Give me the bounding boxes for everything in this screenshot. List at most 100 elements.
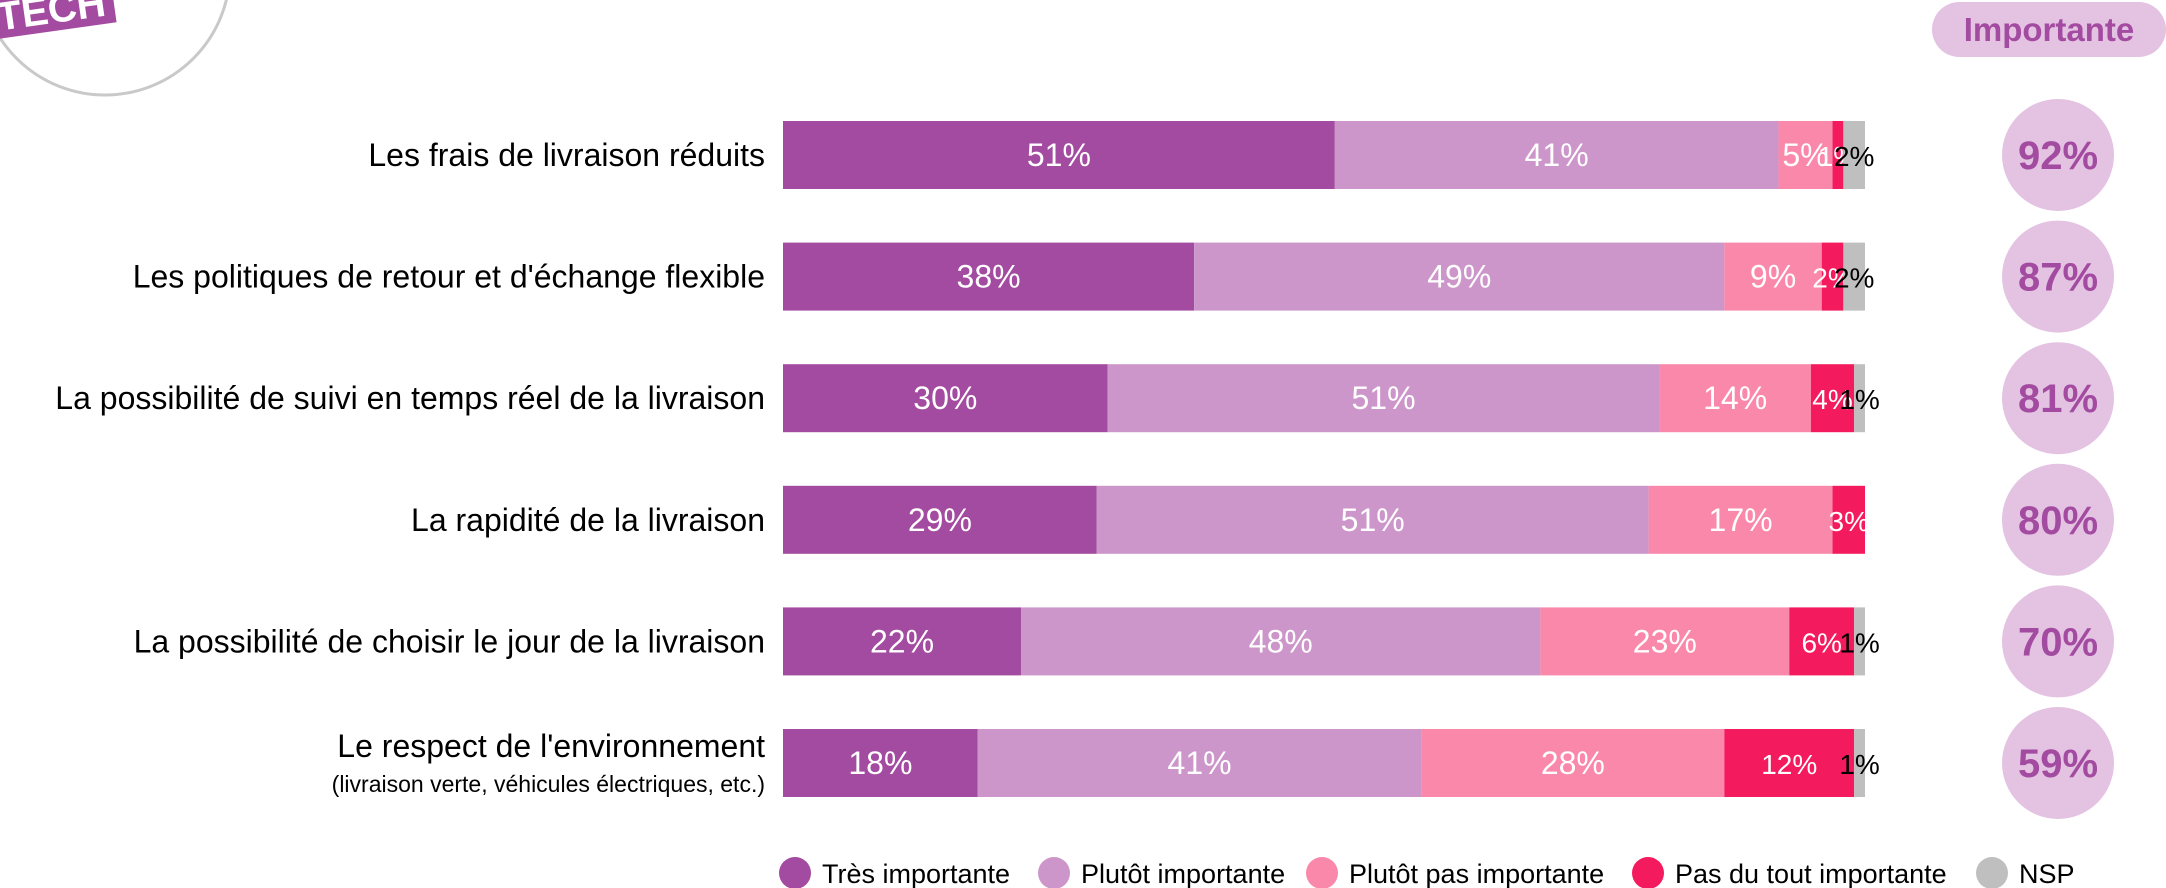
importante-total-label: 81%	[2018, 377, 2098, 421]
category-label: Le respect de l'environnement	[337, 728, 765, 764]
bar-segment	[1843, 242, 1865, 311]
category-label: La possibilité de choisir le jour de la …	[134, 623, 765, 659]
importante-header-label: Importante	[1963, 10, 2135, 48]
segment-label: 48%	[1249, 623, 1313, 659]
importante-total-label: 59%	[2018, 742, 2098, 786]
segment-label: 2%	[1834, 141, 1874, 172]
bar-segment	[1194, 242, 1725, 311]
legend-item: Pas du tout importante	[1632, 857, 1947, 888]
bar-segment	[783, 121, 1335, 189]
segment-label: 5%	[1782, 137, 1828, 173]
bar-segment	[1832, 121, 1844, 189]
legend-item: Plutôt pas importante	[1306, 857, 1604, 888]
bar-segment	[1659, 364, 1811, 433]
bar-segment	[783, 485, 1097, 554]
segment-label: 9%	[1750, 259, 1796, 295]
segment-label: 51%	[1351, 380, 1415, 416]
bar-segment	[783, 729, 978, 797]
bar-segment	[1334, 121, 1779, 189]
bar-segment	[1724, 729, 1855, 797]
bar-segment	[1021, 607, 1541, 676]
logo: TECH	[0, 0, 240, 150]
bar-segment	[1832, 485, 1865, 554]
importante-total-circle	[2002, 707, 2114, 819]
segment-label: 28%	[1541, 745, 1605, 781]
legend-item: Très importante	[779, 857, 1010, 888]
bar-segment	[1096, 485, 1649, 554]
bar-row: Les politiques de retour et d'échange fl…	[133, 220, 2114, 333]
legend-swatch	[1038, 857, 1070, 888]
legend-label: NSP	[2019, 859, 2075, 888]
segment-label: 14%	[1703, 380, 1767, 416]
bar-row: La possibilité de choisir le jour de la …	[134, 585, 2114, 698]
legend-swatch	[779, 857, 811, 888]
segment-label: 51%	[1027, 137, 1091, 173]
legend-swatch	[1632, 857, 1664, 888]
segment-label: 4%	[1812, 384, 1852, 415]
category-sublabel: (livraison verte, véhicules électriques,…	[332, 771, 765, 797]
segment-label: 3%	[1829, 506, 1869, 537]
segment-label: 18%	[848, 745, 912, 781]
category-label: Les politiques de retour et d'échange fl…	[133, 259, 765, 295]
segment-label: 29%	[908, 502, 972, 538]
importante-total-label: 87%	[2018, 256, 2098, 300]
legend-label: Plutôt importante	[1081, 859, 1285, 888]
segment-label: 41%	[1168, 745, 1232, 781]
importante-total-circle	[2002, 220, 2114, 333]
segment-label: 2%	[1834, 263, 1874, 294]
logo-badge	[0, 0, 117, 40]
bar-segment	[783, 607, 1022, 676]
bar-row: Les frais de livraison réduits 51% 41% 5%1%…	[368, 99, 2114, 211]
bar-row: La rapidité de la livraison 29% 51% 17% 3% 80…	[411, 463, 2114, 576]
category-label: La possibilité de suivi en temps réel de…	[55, 380, 765, 416]
segment-label: 49%	[1427, 259, 1491, 295]
segment-label: 51%	[1341, 502, 1405, 538]
bar-segment	[1648, 485, 1833, 554]
category-label: La rapidité de la livraison	[411, 502, 765, 538]
bar-segment	[1854, 364, 1865, 433]
bar-segment	[1810, 364, 1855, 433]
segment-label: 30%	[913, 380, 977, 416]
bar-segment	[1421, 729, 1725, 797]
segment-label: 38%	[957, 259, 1021, 295]
importante-total-circle	[2002, 99, 2114, 211]
importante-header: Importante	[1932, 2, 2166, 57]
legend-label: Pas du tout importante	[1675, 859, 1947, 888]
segment-label: 6%	[1801, 627, 1841, 658]
legend: Très importante Plutôt importante Plutôt p…	[779, 857, 2075, 888]
segment-label: 17%	[1709, 502, 1773, 538]
bar-segment	[1843, 121, 1865, 189]
bar-segment	[1821, 242, 1844, 311]
legend-item: Plutôt importante	[1038, 857, 1285, 888]
bar-segment	[977, 729, 1422, 797]
bar-segment	[1107, 364, 1660, 433]
importante-total-label: 70%	[2018, 620, 2098, 664]
bar-segment	[1789, 607, 1855, 676]
bar-segment	[783, 242, 1195, 311]
legend-swatch	[1976, 857, 2008, 888]
category-label: Les frais de livraison réduits	[368, 137, 765, 173]
segment-label: 12%	[1761, 749, 1817, 780]
segment-label: 41%	[1525, 137, 1589, 173]
bar-segment	[1778, 121, 1833, 189]
bar-segment	[1724, 242, 1822, 311]
segment-label: 1%	[1839, 627, 1879, 658]
bar-segment	[1854, 729, 1865, 797]
bar-segment	[1540, 607, 1790, 676]
bar-segment	[1854, 607, 1865, 676]
segment-label: 1%	[1839, 384, 1879, 415]
importante-total-circle	[2002, 342, 2114, 455]
importante-total-circle	[2002, 585, 2114, 698]
legend-item: NSP	[1976, 857, 2075, 888]
segment-label: 1%	[1839, 749, 1879, 780]
segment-label: 23%	[1633, 623, 1697, 659]
segment-label: 22%	[870, 623, 934, 659]
bar-row: La possibilité de suivi en temps réel de…	[55, 342, 2114, 455]
importante-total-label: 80%	[2018, 499, 2098, 543]
legend-label: Très importante	[822, 859, 1010, 888]
bar-row: Le respect de l'environnement (livraison …	[332, 707, 2114, 819]
legend-label: Plutôt pas importante	[1349, 859, 1604, 888]
bar-segment	[783, 364, 1108, 433]
legend-swatch	[1306, 857, 1338, 888]
